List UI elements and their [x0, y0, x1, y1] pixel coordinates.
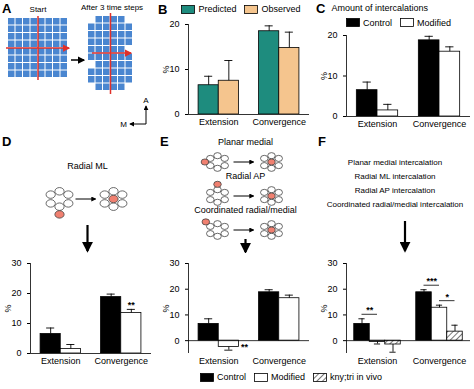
svg-text:0: 0: [16, 348, 21, 358]
svg-text:Extension: Extension: [358, 356, 398, 366]
svg-text:Planar medial intercalation: Planar medial intercalation: [348, 158, 442, 167]
svg-text:Start: Start: [30, 5, 48, 14]
svg-text:F: F: [318, 134, 326, 149]
svg-text:M: M: [120, 120, 127, 129]
svg-text:30: 30: [169, 258, 179, 268]
svg-text:***: ***: [426, 276, 437, 286]
svg-text:Convergence: Convergence: [94, 356, 148, 366]
html-text:kny;tri in vivo: kny;tri in vivo: [330, 372, 383, 382]
svg-text:Planar medial: Planar medial: [218, 137, 273, 147]
html-text:Control: Control: [217, 372, 246, 382]
svg-text:Convergence: Convergence: [252, 117, 306, 127]
svg-text:0: 0: [332, 336, 337, 346]
svg-text:30: 30: [11, 258, 21, 268]
svg-text:**: **: [366, 305, 374, 315]
svg-text:Radial ML: Radial ML: [67, 161, 108, 171]
html-text:B: B: [158, 1, 168, 17]
svg-text:10: 10: [169, 310, 179, 320]
html-text:Predicted: Predicted: [198, 4, 237, 14]
svg-text:%: %: [161, 65, 171, 73]
svg-text:Coordinated radial/medial: Coordinated radial/medial: [194, 205, 297, 215]
svg-text:Convergence: Convergence: [413, 119, 467, 129]
html-text:C Amount of intercalations: C Amount of intercalations: [316, 0, 428, 16]
svg-text:10: 10: [11, 318, 21, 328]
html-text:Modified: Modified: [271, 372, 305, 382]
svg-text:Radial ML intercalation: Radial ML intercalation: [354, 172, 435, 181]
svg-text:Coordinated radial/medial inte: Coordinated radial/medial intercalation: [327, 200, 464, 209]
svg-text:%: %: [319, 72, 329, 80]
svg-text:0: 0: [332, 111, 337, 121]
html-text:Control: Control: [363, 17, 392, 28]
svg-text:20: 20: [11, 288, 21, 298]
svg-text:20: 20: [327, 30, 337, 40]
svg-text:A: A: [2, 1, 12, 16]
svg-text:After 3 time steps: After 3 time steps: [81, 3, 143, 12]
svg-text:E: E: [160, 134, 169, 149]
svg-text:Convergence: Convergence: [252, 356, 306, 366]
svg-text:30: 30: [327, 258, 337, 268]
svg-text:%: %: [161, 304, 171, 312]
html-text:Modified: Modified: [417, 17, 451, 28]
svg-text:**: **: [128, 300, 136, 310]
html-text:Observed: Observed: [261, 4, 301, 14]
svg-text:%: %: [3, 304, 13, 312]
svg-text:%: %: [319, 304, 329, 312]
svg-text:20: 20: [327, 284, 337, 294]
svg-text:A: A: [143, 96, 149, 105]
svg-text:*: *: [445, 292, 449, 302]
svg-text:Radial AP: Radial AP: [226, 171, 266, 181]
svg-text:10: 10: [327, 310, 337, 320]
svg-text:20: 20: [169, 284, 179, 294]
svg-text:Extension: Extension: [199, 356, 239, 366]
svg-text:Extension: Extension: [41, 356, 81, 366]
svg-text:10: 10: [169, 64, 179, 74]
svg-text:Extension: Extension: [358, 119, 398, 129]
svg-text:0: 0: [174, 109, 179, 119]
svg-text:**: **: [241, 342, 249, 352]
svg-text:10: 10: [327, 71, 337, 81]
svg-text:Extension: Extension: [199, 117, 239, 127]
svg-text:D: D: [2, 134, 11, 149]
svg-text:20: 20: [169, 19, 179, 29]
svg-text:Convergence: Convergence: [413, 356, 467, 366]
svg-text:Radial AP intercalation: Radial AP intercalation: [355, 186, 435, 195]
svg-text:0: 0: [174, 336, 179, 346]
